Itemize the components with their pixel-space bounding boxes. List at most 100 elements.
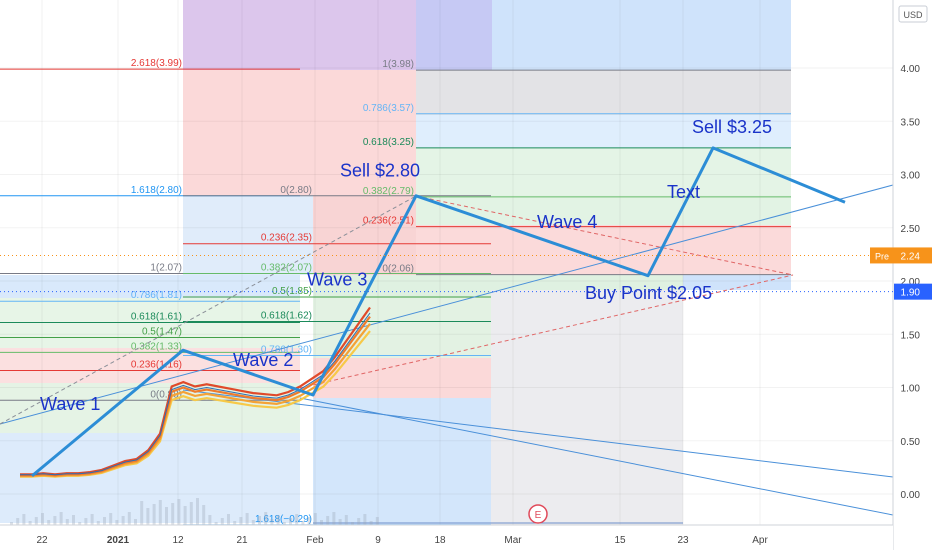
volume-bar-10 [72, 515, 75, 525]
wave-label-3: Wave 4 [537, 212, 597, 232]
fib-zone-5 [313, 195, 416, 275]
annotation-layer: Wave 1 Wave 2 Wave 3 Wave 4 Sell $2.80 Text Se… [40, 117, 772, 524]
volume-bar-21 [140, 501, 144, 525]
volume-bar-34 [220, 518, 224, 525]
fib-label-1-4: 0.618(1.62) [261, 310, 312, 321]
volume-bar-7 [53, 516, 57, 525]
price-tick-4: 2.00 [901, 277, 921, 288]
price-line [20, 312, 371, 476]
volume-bar-1 [16, 518, 20, 525]
fib-label-0-4: 0.618(1.61) [131, 312, 182, 323]
volume-bar-30 [196, 498, 199, 525]
last-price-badge [894, 283, 932, 300]
pre-badge [870, 247, 894, 264]
fib-label-1-6: 1.618(−0.29) [255, 514, 312, 525]
volume-bar-49 [313, 513, 317, 525]
volume-bar-45 [289, 518, 292, 525]
trendline-layer [0, 184, 894, 524]
volume-bar-13 [90, 514, 94, 525]
volume-bar-6 [47, 520, 51, 525]
fib-zone-18 [0, 383, 300, 433]
fib-label-0-5: 0.5(1.47) [142, 326, 182, 337]
volume-bar-16 [109, 513, 113, 525]
volume-bar-25 [165, 507, 168, 525]
trend-line-2 [299, 397, 894, 516]
fib-label-2-1: 0.786(3.57) [363, 103, 414, 114]
fib-label-1-2: 0.382(2.07) [261, 263, 312, 274]
fib-label-2-3: 0.382(2.79) [363, 186, 414, 197]
volume-bar-9 [65, 519, 69, 525]
price-tick-1: 3.50 [901, 117, 921, 128]
volume-bar-12 [84, 518, 88, 525]
pre-label: Pre [875, 251, 889, 261]
volume-bar-38 [245, 513, 249, 525]
volume-bar-8 [59, 512, 63, 525]
pre-value: 2.24 [901, 251, 921, 262]
volume-bar-20 [134, 519, 137, 525]
fib-zone-22 [300, 275, 313, 525]
trend-line-5 [415, 195, 794, 276]
volume-bar-18 [121, 516, 125, 525]
volume-bar-0 [10, 522, 13, 525]
volume-bar-37 [239, 517, 243, 525]
price-tick-2: 3.00 [901, 171, 921, 182]
wave-label-7: Buy Point $2.05 [585, 283, 712, 303]
time-tick-5: 9 [375, 535, 381, 546]
elliott-wave-path [31, 146, 846, 478]
volume-bar-51 [326, 516, 330, 525]
time-tick-9: 23 [677, 535, 689, 546]
fib-level-layer: 2.618(3.99) 1.618(2.80) 1(2.07) 0.786(1.81)… [0, 58, 791, 526]
wave-label-2: Wave 3 [307, 269, 367, 289]
time-tick-2: 12 [172, 535, 184, 546]
grid-layer [0, 0, 893, 525]
volume-bar-35 [227, 514, 230, 525]
volume-bar-54 [344, 515, 348, 525]
last-price-value: 1.90 [901, 288, 921, 299]
fib-label-0-8: 0(0.88) [150, 389, 182, 400]
fib-label-1-3: 0.5(1.85) [272, 286, 312, 297]
volume-bar-44 [282, 522, 286, 525]
fib-zone-1 [183, 0, 416, 70]
fib-zone-12 [0, 275, 313, 298]
fib-zone-layer [0, 0, 791, 525]
earnings-marker [528, 504, 548, 524]
price-axis-bg [893, 0, 932, 550]
volume-bar-29 [189, 502, 193, 525]
time-tick-8: 15 [614, 535, 626, 546]
volume-bar-43 [276, 515, 280, 525]
fib-label-2-2: 0.618(3.25) [363, 137, 414, 148]
volume-bar-33 [214, 522, 218, 525]
time-tick-7: Mar [504, 535, 522, 546]
price-tick-6: 1.00 [901, 384, 921, 395]
volume-bar-32 [208, 515, 212, 525]
time-axis-bg [0, 525, 893, 550]
volume-bar-3 [28, 521, 32, 525]
fib-label-0-3: 0.786(1.81) [131, 290, 182, 301]
fib-label-0-7: 0.236(1.16) [131, 359, 182, 370]
volume-bar-53 [338, 519, 342, 525]
volume-bar-36 [233, 521, 237, 525]
wave-label-6: Sell $3.25 [692, 117, 772, 137]
fib-zone-21 [491, 290, 683, 525]
volume-bar-17 [115, 520, 119, 525]
wave-layer [31, 146, 846, 478]
fib-label-1-0: 0(2.80) [280, 185, 312, 196]
fib-zone-11 [416, 225, 791, 275]
price-series-layer [10, 306, 379, 525]
fib-zone-9 [416, 148, 791, 195]
trend-line-4 [299, 274, 794, 389]
wave-label-1: Wave 2 [233, 350, 293, 370]
time-tick-4: Feb [306, 535, 324, 546]
time-tick-6: 18 [434, 535, 446, 546]
fib-label-0-1: 1.618(2.80) [131, 185, 182, 196]
price-tick-3: 2.50 [901, 224, 921, 235]
wave-label-4: Sell $2.80 [340, 161, 420, 181]
volume-bar-48 [307, 517, 311, 525]
price-tick-0: 4.00 [901, 64, 921, 75]
ma-band-3 [20, 306, 371, 476]
volume-bar-56 [357, 518, 361, 525]
volume-bar-55 [351, 522, 354, 525]
